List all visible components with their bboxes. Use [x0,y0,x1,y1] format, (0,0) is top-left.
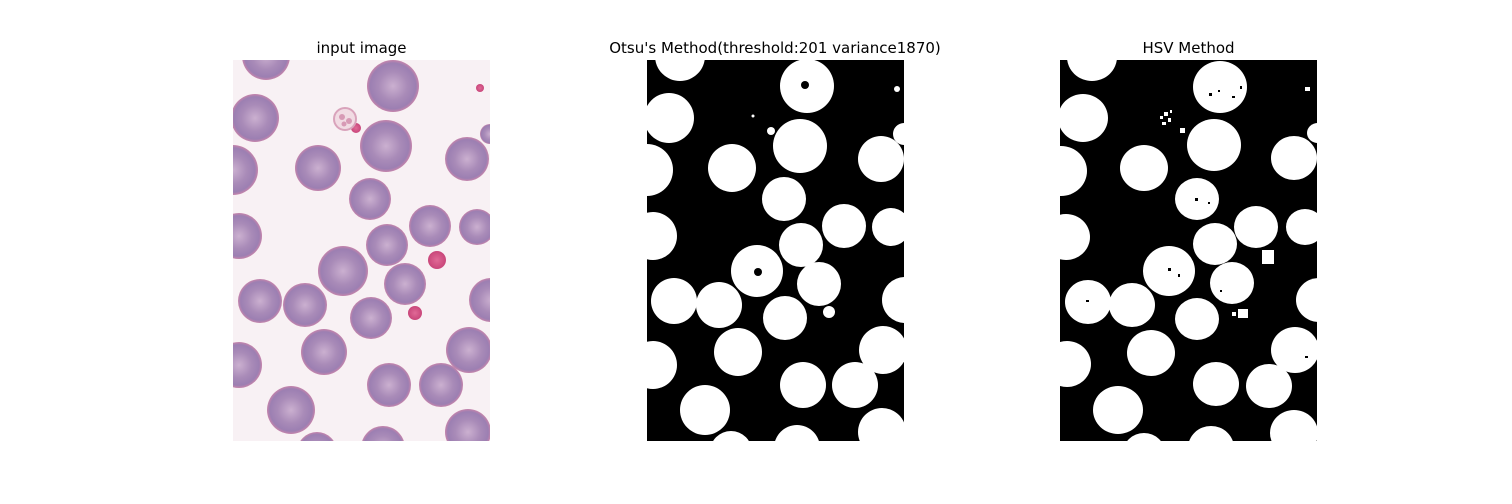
red-blood-cell [384,263,426,305]
red-blood-cell [445,137,489,181]
hsv-mask-noise [1086,86,1312,358]
red-blood-cell [360,120,412,172]
otsu-mask-blob [858,408,904,441]
hsv-mask-blob [1193,61,1247,113]
hsv-mask-blob [1093,386,1143,434]
otsu-mask-blob [714,328,762,376]
otsu-mask-blob [647,341,677,389]
hsv-mask-blob [1286,209,1317,245]
red-blood-cell [367,363,411,407]
otsu-method-title: Otsu's Method(threshold:201 variance1870… [609,39,941,57]
red-blood-cell [238,279,282,323]
hsv-mask-blob [1109,283,1155,327]
hsv-mask-blob [1189,426,1233,441]
hsv-mask-blob [1246,364,1292,408]
hsv-mask-blob [1193,223,1237,265]
red-blood-cell [301,329,347,375]
hsv-mask-blob [1234,206,1278,248]
hsv-mask-blob [1060,341,1091,387]
otsu-mask-holes [754,81,809,276]
input-image [233,60,490,441]
hsv-mask-blob [1060,214,1090,260]
otsu-mask-blob [680,385,730,435]
red-blood-cell [233,94,279,142]
red-blood-cell [233,342,262,388]
otsu-mask-blobs [647,60,904,441]
hsv-mask-blob [1296,278,1317,322]
otsu-mask-panel [647,60,904,441]
otsu-mask-blob [651,278,697,324]
hsv-mask-blob [1127,330,1175,376]
platelet [428,251,446,269]
otsu-mask-blob [708,144,756,192]
otsu-mask-blob [859,326,904,374]
hsv-mask-blob [1175,298,1219,340]
red-blood-cell [480,124,490,144]
otsu-mask-blob [832,362,878,408]
red-blood-cell [362,426,404,441]
red-blood-cell [419,363,463,407]
hsv-mask-blob [1270,410,1317,441]
hsv-mask-blob [1127,433,1161,441]
hsv-mask-blob [1271,327,1317,373]
red-blood-cell [318,246,368,296]
red-blood-cell [409,205,451,247]
red-blood-cell [233,213,262,259]
red-blood-cell [367,60,419,112]
otsu-mask-blob [773,119,827,173]
otsu-mask-blob [822,204,866,248]
input-image-panel [233,60,490,441]
hsv-mask-blob [1120,145,1168,191]
otsu-mask-blob [882,277,904,323]
otsu-mask-blob [647,144,673,196]
red-blood-cell [445,409,490,441]
red-blood-cell [446,327,490,373]
otsu-mask-blob [872,208,904,246]
otsu-mask-blob [780,362,826,408]
otsu-mask-blob [858,136,904,182]
otsu-mask-blob [779,223,823,267]
hsv-mask-blobs [1060,60,1317,441]
white-blood-cell [333,107,357,131]
red-blood-cell [267,386,315,434]
hsv-mask-blob [1307,123,1317,143]
hsv-mask-blob [1060,94,1108,142]
otsu-mask-blob [696,282,742,328]
red-blood-cell [295,145,341,191]
red-blood-cell [459,209,490,245]
otsu-mask-blob [762,177,806,221]
otsu-mask-specks [751,86,900,318]
otsu-mask-blob [647,212,677,260]
hsv-mask-blob [1067,60,1117,81]
otsu-mask-blob [775,425,819,441]
hsv-method-title: HSV Method [1142,39,1235,57]
platelet [408,306,422,320]
hsv-mask-blob [1187,119,1241,171]
otsu-mask-blob [655,60,705,81]
hsv-mask-blob [1060,146,1087,196]
hsv-mask-blob [1210,262,1254,304]
platelet [476,84,484,92]
red-blood-cell [300,432,334,441]
red-blood-cell [283,283,327,327]
hsv-mask-blob [1193,362,1239,406]
red-blood-cell [349,178,391,220]
otsu-mask-blob [647,93,694,143]
red-blood-cell [242,60,290,80]
input-image-title: input image [316,39,407,57]
otsu-mask-blob [763,296,807,340]
red-blood-cell [366,224,408,266]
otsu-mask-blob [797,262,841,306]
hsv-mask-blob [1271,136,1317,180]
hsv-mask-panel [1060,60,1317,441]
red-blood-cell [233,145,258,195]
otsu-mask-blob [713,431,749,441]
hsv-mask-image [1060,60,1317,441]
red-blood-cell [469,278,490,322]
otsu-mask-image [647,60,904,441]
otsu-mask-blob [893,123,904,145]
red-blood-cell [350,297,392,339]
red-blood-cells [233,60,490,441]
